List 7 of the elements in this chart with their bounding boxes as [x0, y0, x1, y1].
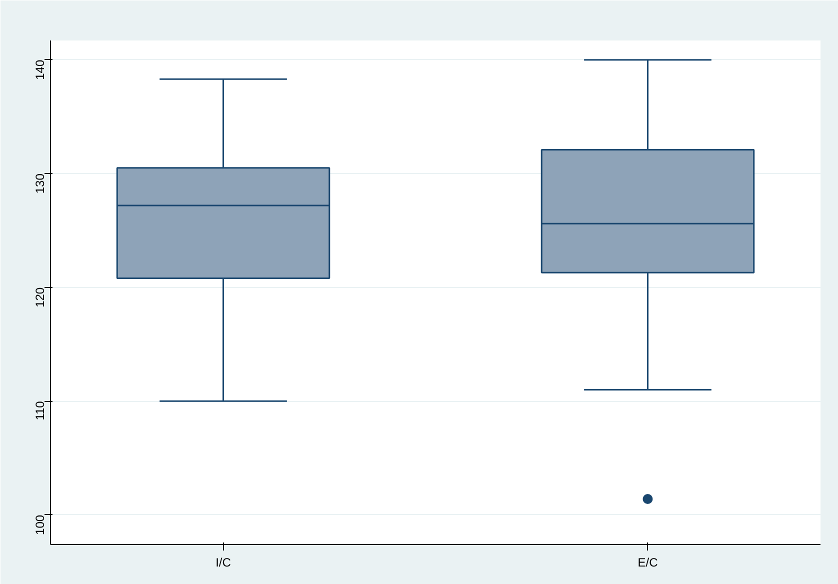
x-tick-label: E/C [638, 556, 658, 570]
y-tick-label: 110 [33, 400, 47, 420]
y-tick-label: 130 [33, 173, 47, 194]
y-tick-label: 120 [33, 287, 47, 308]
y-tick-label: 100 [33, 514, 47, 535]
y-tick-label: 140 [33, 60, 47, 80]
x-tick-label: I/C [216, 556, 232, 570]
